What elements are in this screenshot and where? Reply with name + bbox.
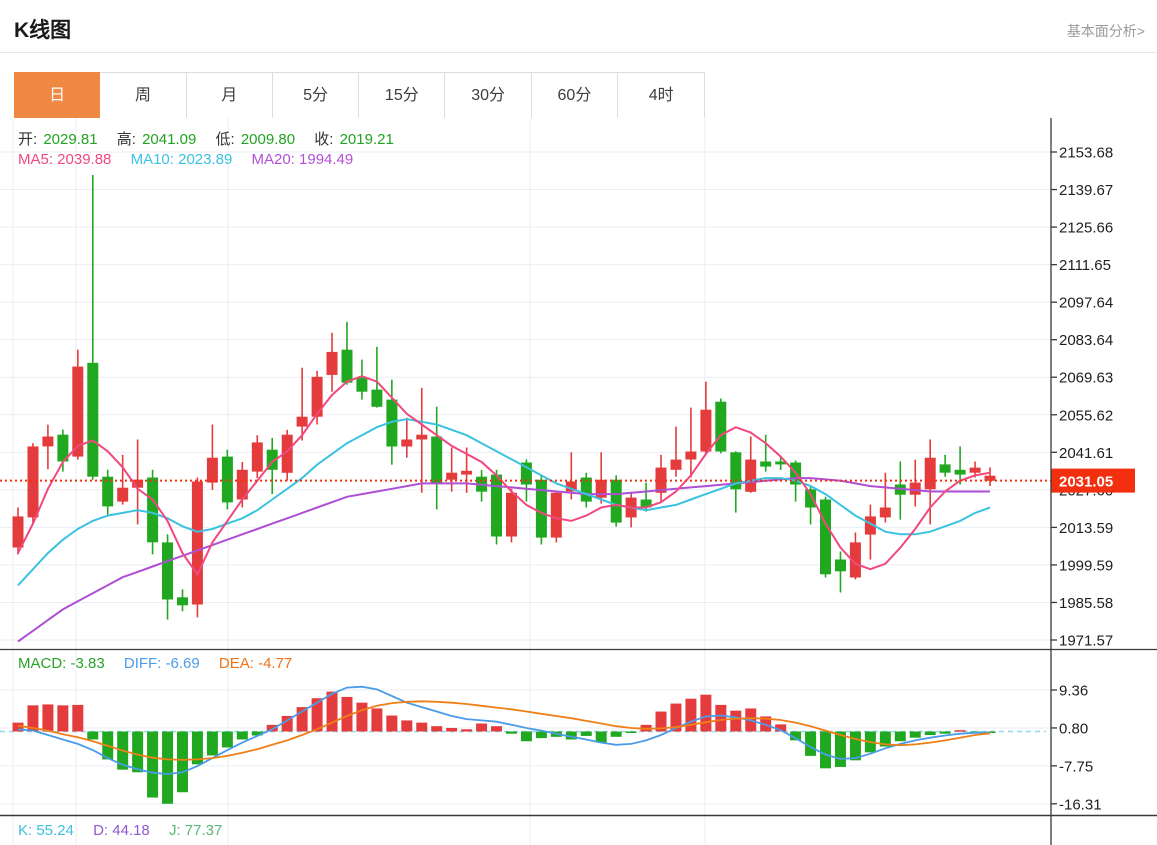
svg-text:2041.61: 2041.61 <box>1059 445 1113 462</box>
svg-text:2013.59: 2013.59 <box>1059 520 1113 537</box>
svg-text:2055.62: 2055.62 <box>1059 407 1113 424</box>
tab-period-3[interactable]: 5分 <box>272 73 360 118</box>
svg-text:-16.31: -16.31 <box>1059 796 1102 813</box>
tab-period-4[interactable]: 15分 <box>359 73 446 118</box>
svg-text:2069.63: 2069.63 <box>1059 370 1113 387</box>
svg-text:0.80: 0.80 <box>1059 720 1088 737</box>
tab-period-2[interactable]: 月 <box>186 73 273 118</box>
svg-text:2097.64: 2097.64 <box>1059 295 1113 312</box>
tab-period-0[interactable]: 日 <box>14 72 101 119</box>
svg-text:9.36: 9.36 <box>1059 682 1088 699</box>
kline-chart-area[interactable]: 2153.68 2139.67 2125.66 2111.65 2097.64 2083.… <box>0 118 1157 845</box>
tab-period-5[interactable]: 30分 <box>445 73 532 118</box>
page-title: K线图 <box>14 19 72 42</box>
svg-text:1971.57: 1971.57 <box>1059 633 1113 650</box>
svg-text:1999.59: 1999.59 <box>1059 557 1113 574</box>
svg-text:2111.65: 2111.65 <box>1059 257 1111 274</box>
period-tabbar: 日周月 5分 15分 30分 60分 4时 <box>14 72 706 119</box>
tab-period-7[interactable]: 4时 <box>618 73 705 118</box>
svg-text:-7.75: -7.75 <box>1059 758 1093 775</box>
fundamental-analysis-link[interactable]: 基本面分析> <box>1066 23 1145 39</box>
svg-text:2031.05: 2031.05 <box>1059 474 1113 491</box>
svg-text:2153.68: 2153.68 <box>1059 145 1113 162</box>
svg-text:1985.58: 1985.58 <box>1059 595 1113 612</box>
tab-period-1[interactable]: 周 <box>100 73 187 118</box>
svg-text:2083.64: 2083.64 <box>1059 332 1113 349</box>
svg-text:2125.66: 2125.66 <box>1059 220 1113 237</box>
svg-text:2139.67: 2139.67 <box>1059 182 1113 199</box>
tab-period-6[interactable]: 60分 <box>531 73 619 118</box>
header-divider <box>0 52 1157 53</box>
